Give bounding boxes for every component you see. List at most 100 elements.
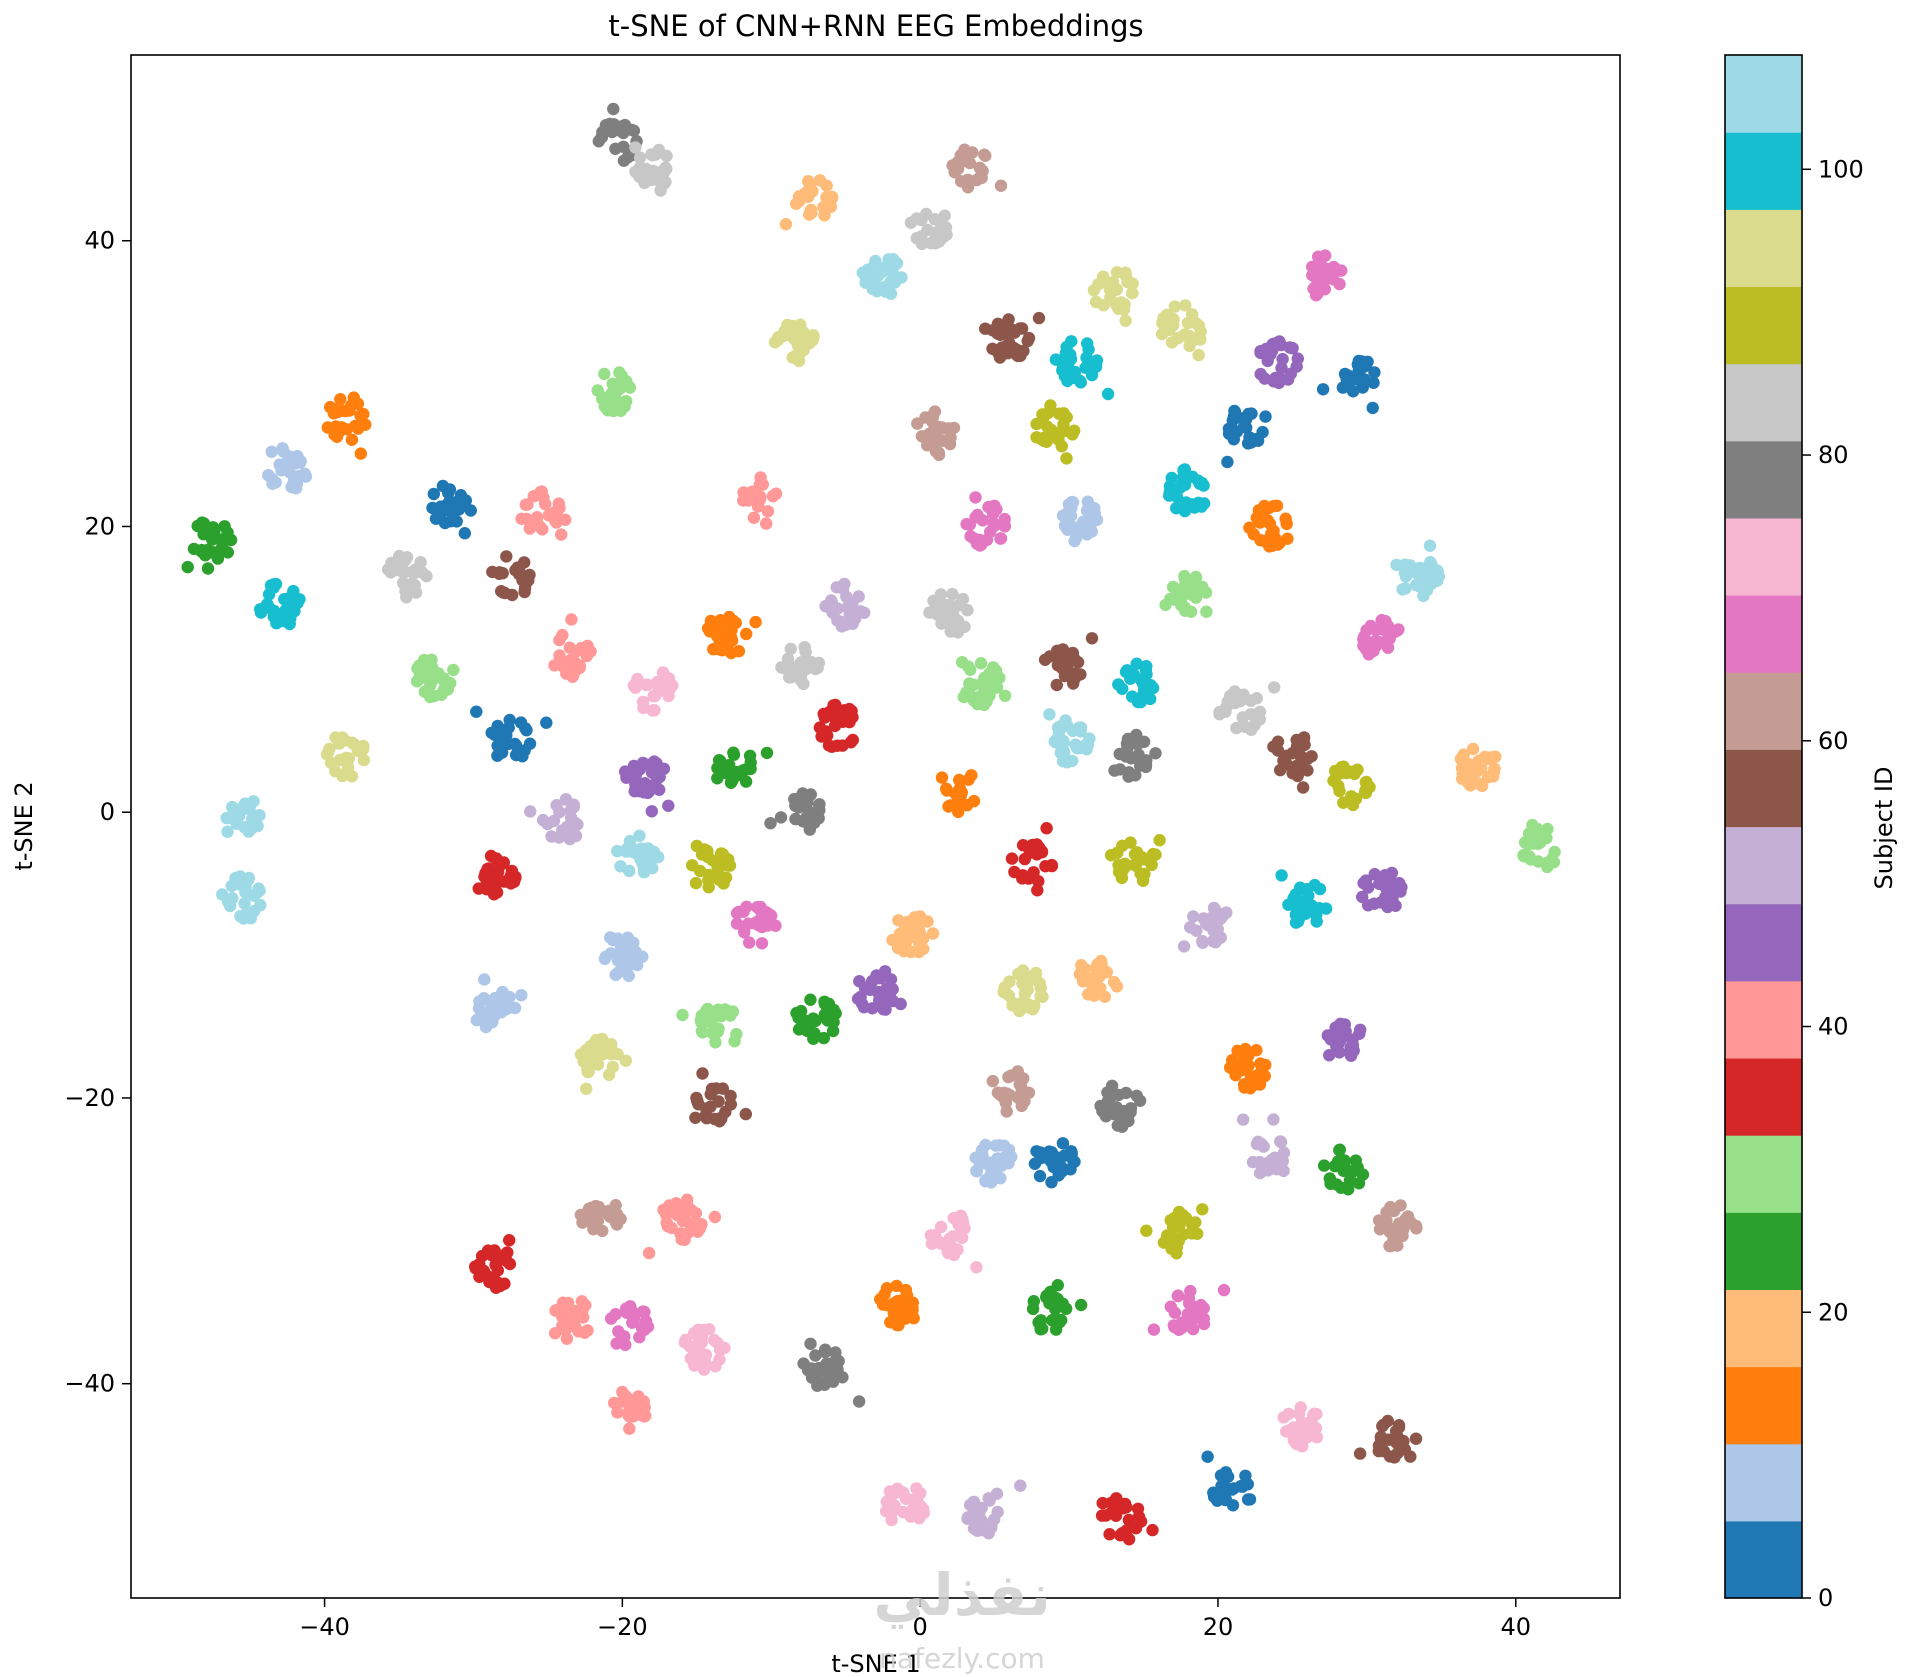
cluster [997, 964, 1049, 1018]
cluster [1073, 954, 1124, 1003]
scatter-point [1319, 249, 1332, 262]
scatter-point [1054, 746, 1068, 760]
scatter-point [1243, 521, 1256, 534]
scatter-point [576, 1208, 589, 1222]
colorbar-segment [1725, 1057, 1802, 1136]
scatter-point [1396, 1229, 1409, 1243]
scatter-point [700, 847, 714, 860]
colorbar-segment [1725, 132, 1802, 210]
scatter-point [1055, 440, 1069, 453]
colorbar-segment [1725, 1135, 1802, 1213]
scatter-point [234, 878, 247, 891]
scatter-point [549, 514, 562, 528]
scatter-point [1288, 1424, 1302, 1437]
scatter-point [933, 235, 946, 248]
scatter-point [732, 905, 745, 919]
scatter-point [753, 478, 766, 491]
scatter-point [1250, 1069, 1264, 1082]
scatter-point [987, 661, 1000, 674]
scatter-point [1064, 1163, 1077, 1176]
cluster [574, 1032, 632, 1096]
cluster [879, 1482, 930, 1527]
cluster [1177, 901, 1233, 953]
scatter-point [1236, 711, 1249, 724]
scatter-point [851, 992, 865, 1006]
scatter-point [222, 811, 235, 825]
colorbar-segment [1725, 517, 1802, 596]
scatter-point [1079, 361, 1092, 374]
scatter-point [1011, 1065, 1024, 1078]
scatter-point [1036, 1322, 1049, 1335]
cluster [321, 391, 372, 460]
scatter-point [1103, 1528, 1116, 1541]
cluster [1236, 1113, 1291, 1180]
scatter-point [470, 705, 483, 718]
scatter-point [637, 862, 651, 875]
cluster [961, 1479, 1027, 1540]
x-tick-label: 0 [913, 1613, 928, 1641]
colorbar-segment [1725, 286, 1802, 365]
scatter-point [500, 996, 514, 1010]
cluster [768, 318, 820, 368]
x-tick-label: 40 [1500, 1613, 1531, 1641]
scatter-point [1349, 1154, 1363, 1167]
scatter-point [523, 737, 537, 750]
scatter-point [1073, 741, 1086, 755]
scatter-point [670, 1197, 683, 1210]
scatter-point [482, 1245, 495, 1258]
scatter-point [997, 516, 1011, 529]
scatter-point [356, 743, 370, 756]
cluster [486, 550, 536, 602]
scatter-point [774, 811, 788, 824]
scatter-point [799, 791, 813, 804]
scatter-point [1384, 1200, 1397, 1214]
scatter-point [747, 511, 761, 524]
scatter-point [1170, 490, 1184, 504]
scatter-point [994, 179, 1008, 192]
scatter-point [1399, 582, 1412, 595]
scatter-point [1197, 497, 1211, 510]
cluster [1357, 614, 1405, 661]
scatter-point [1068, 424, 1081, 437]
scatter-point [1526, 818, 1539, 832]
scatter-point [834, 615, 847, 628]
scatter-point [1327, 273, 1340, 286]
scatter-point [690, 839, 703, 853]
scatter-point [599, 123, 612, 137]
scatter-point [1213, 910, 1226, 923]
scatter-point [1261, 354, 1274, 368]
scatter-point [882, 1299, 895, 1312]
scatter-point [1016, 1087, 1030, 1100]
scatter-point [1306, 900, 1319, 913]
scatter-point [242, 825, 255, 838]
cluster [254, 577, 306, 631]
scatter-point [333, 753, 346, 767]
colorbar: 0 20 40 60 80 100 [1724, 54, 1864, 1612]
chart-title: t-SNE of CNN+RNN EEG Embeddings [608, 9, 1143, 43]
cluster [1277, 1401, 1324, 1453]
scatter-point [501, 1246, 514, 1259]
scatter-point [1362, 881, 1375, 894]
scatter-point [267, 610, 280, 623]
cluster [1038, 632, 1099, 692]
scatter-point [1271, 744, 1285, 757]
scatter-point [1131, 738, 1144, 751]
scatter-point [1064, 509, 1078, 523]
scatter-point [187, 542, 201, 556]
scatter-point [826, 1024, 840, 1038]
scatter-point [415, 566, 429, 579]
scatter-point [480, 883, 493, 896]
cluster [574, 1199, 627, 1238]
scatter-point [638, 1410, 651, 1423]
scatter-point [1051, 721, 1065, 734]
scatter-point [1420, 583, 1434, 597]
scatter-point [1050, 678, 1064, 692]
scatter-point [418, 685, 431, 698]
scatter-point [473, 995, 486, 1008]
colorbar-segment [1725, 1289, 1802, 1368]
plot-frame [130, 54, 1621, 1599]
scatter-point [1274, 763, 1287, 777]
scatter-point [1125, 286, 1139, 300]
scatter-point [981, 1524, 995, 1538]
scatter-point [639, 1315, 653, 1328]
